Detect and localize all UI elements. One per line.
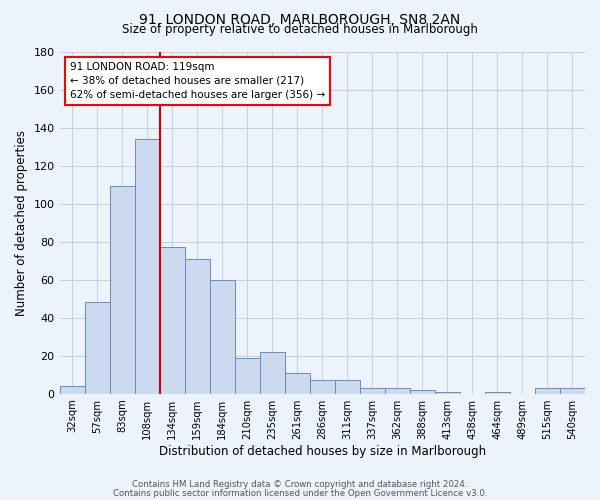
Bar [59,386,85,394]
Bar [360,388,385,394]
Text: Contains HM Land Registry data © Crown copyright and database right 2024.: Contains HM Land Registry data © Crown c… [132,480,468,489]
Bar [435,392,460,394]
X-axis label: Distribution of detached houses by size in Marlborough: Distribution of detached houses by size … [159,444,486,458]
Bar [485,392,510,394]
Bar [160,248,185,394]
Text: Size of property relative to detached houses in Marlborough: Size of property relative to detached ho… [122,22,478,36]
Text: 91, LONDON ROAD, MARLBOROUGH, SN8 2AN: 91, LONDON ROAD, MARLBOROUGH, SN8 2AN [139,12,461,26]
Text: 91 LONDON ROAD: 119sqm
← 38% of detached houses are smaller (217)
62% of semi-de: 91 LONDON ROAD: 119sqm ← 38% of detached… [70,62,325,100]
Bar [134,139,160,394]
Bar [209,280,235,394]
Bar [535,388,560,394]
Bar [385,388,410,394]
Bar [185,258,209,394]
Bar [285,373,310,394]
Text: Contains public sector information licensed under the Open Government Licence v3: Contains public sector information licen… [113,488,487,498]
Bar [335,380,360,394]
Y-axis label: Number of detached properties: Number of detached properties [15,130,28,316]
Bar [85,302,110,394]
Bar [110,186,134,394]
Bar [410,390,435,394]
Bar [560,388,585,394]
Bar [260,352,285,394]
Bar [235,358,260,394]
Bar [310,380,335,394]
